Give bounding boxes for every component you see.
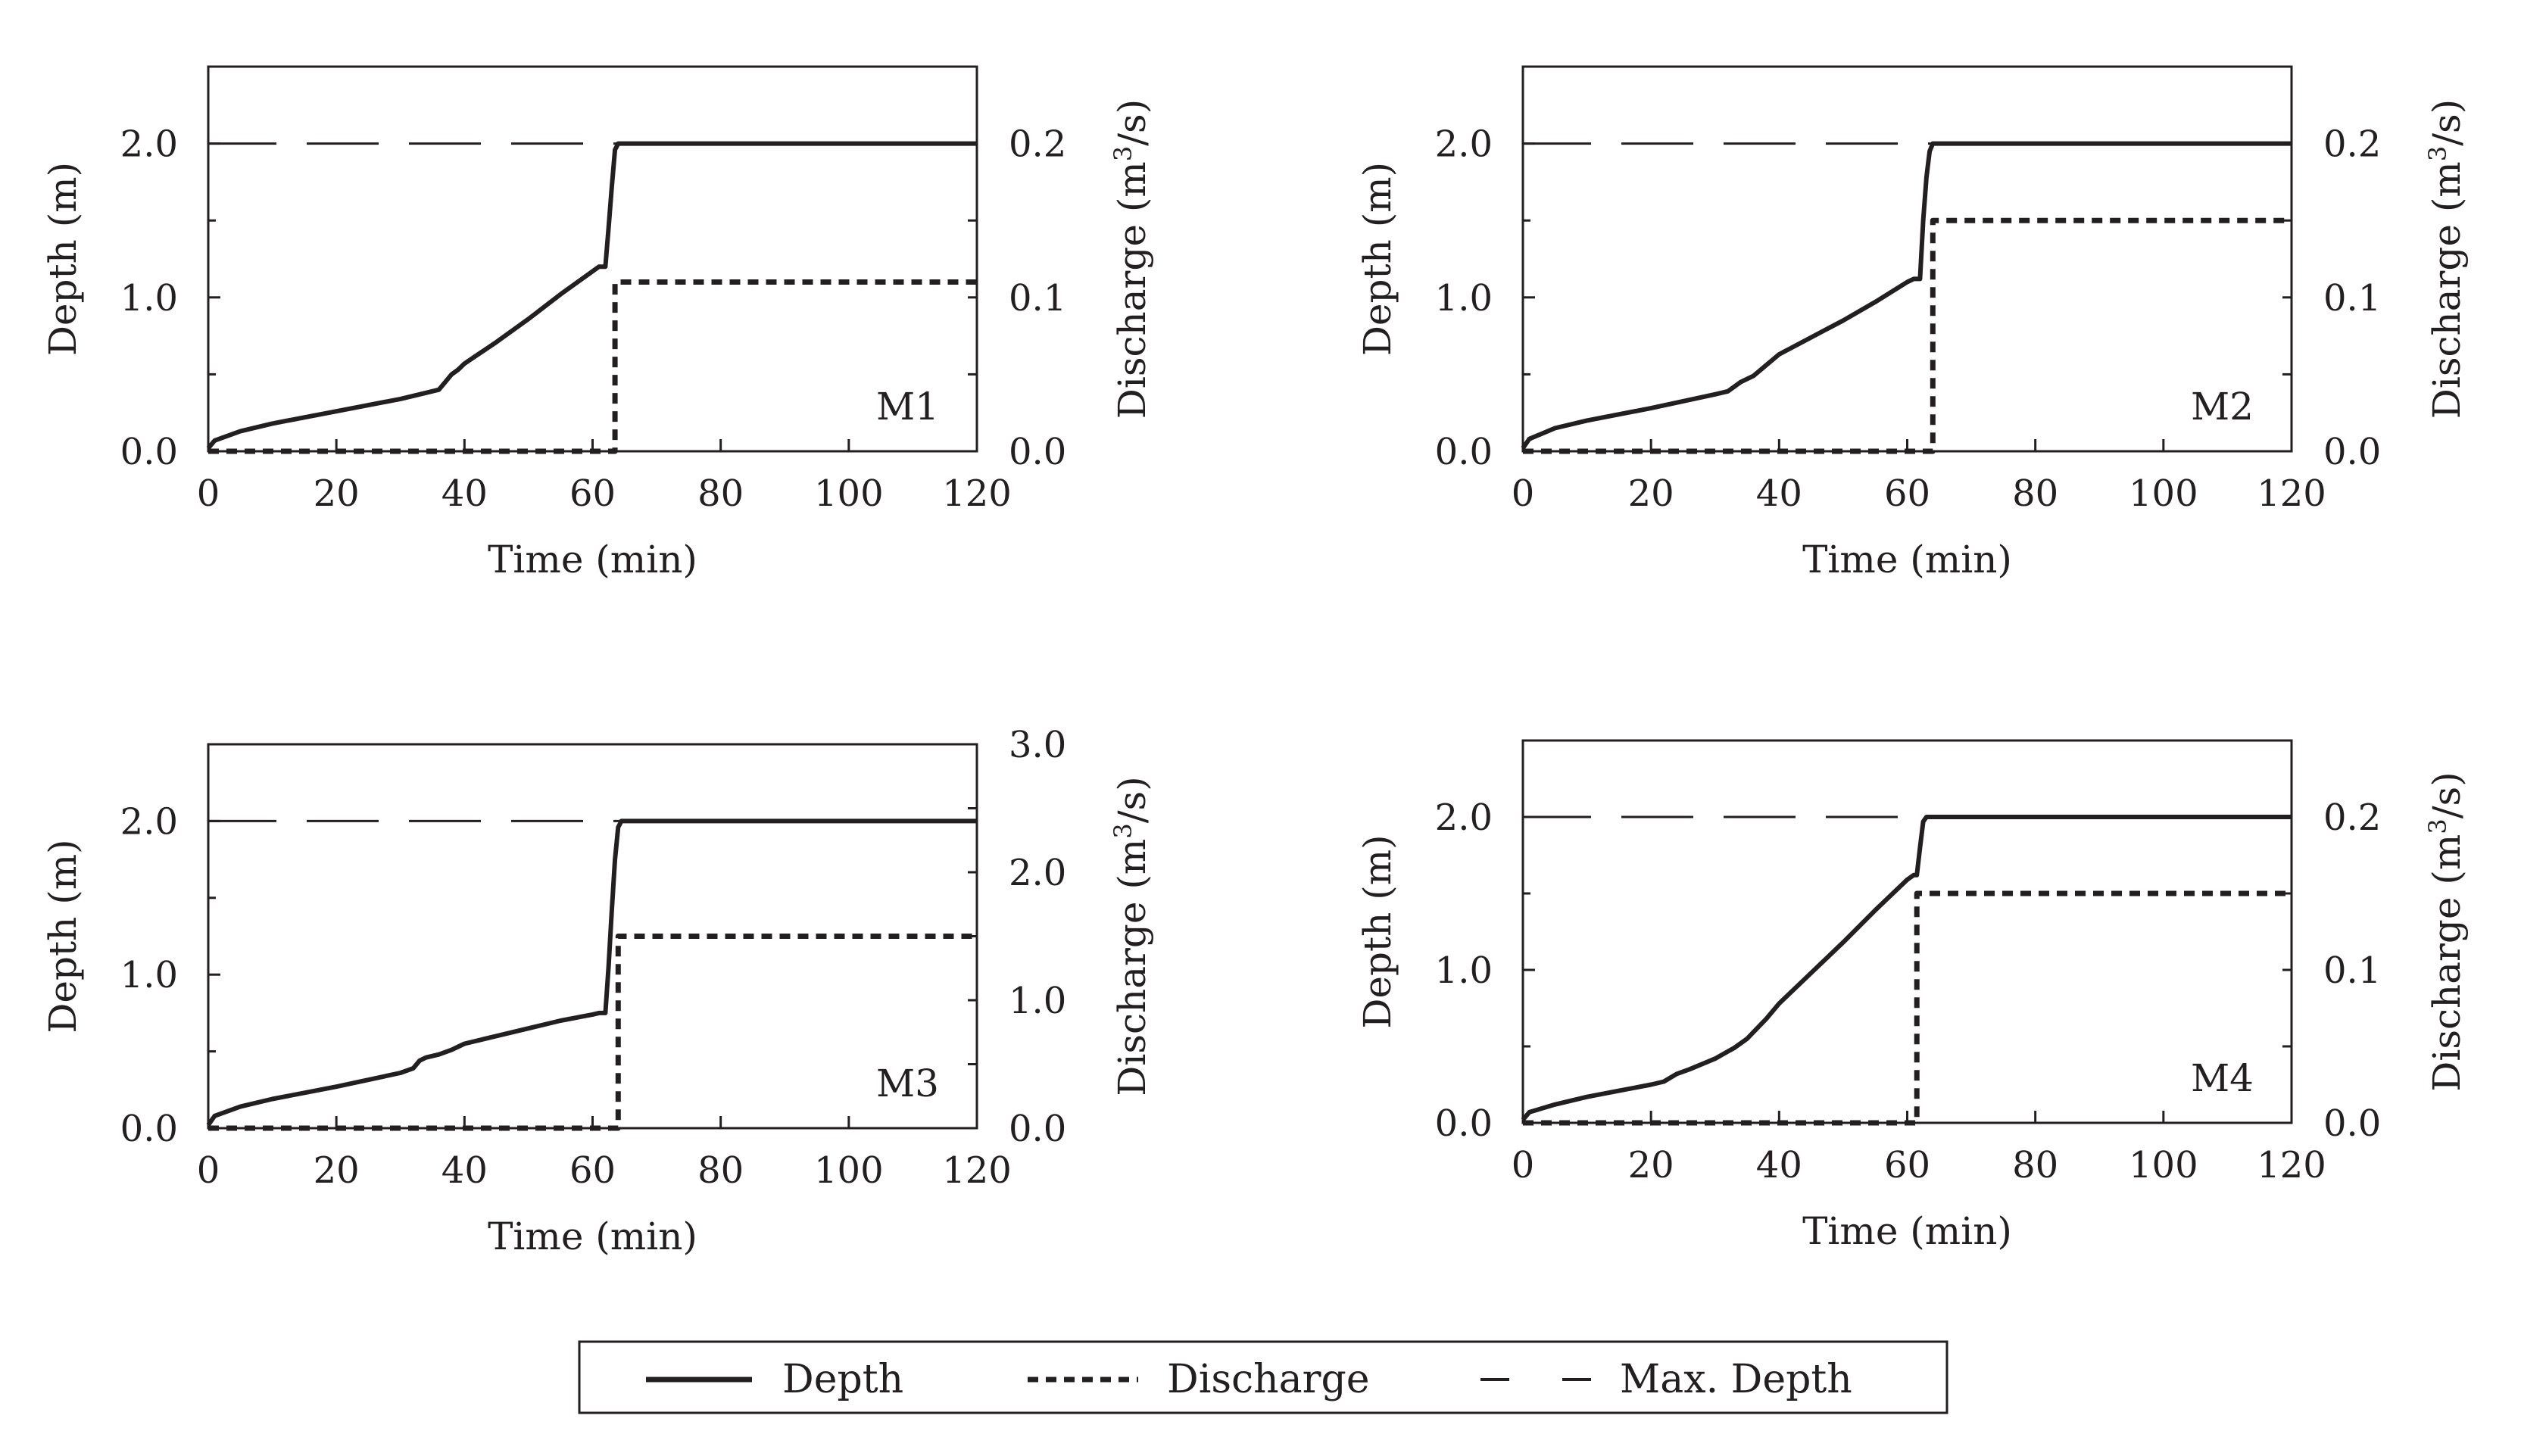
y-tick-label: 1.0 <box>1435 949 1493 992</box>
y-axis-title: Depth (m) <box>1356 834 1399 1028</box>
x-tick-label: 100 <box>814 472 884 515</box>
y-tick-label: 0.0 <box>1435 1102 1493 1145</box>
y2-tick-label: 0.0 <box>1009 1108 1066 1150</box>
legend-maxdepth-label: Max. Depth <box>1620 1357 1852 1402</box>
y2-tick-label: 1.0 <box>1009 980 1066 1022</box>
x-axis-title: Time (min) <box>488 538 697 581</box>
panel-label: M1 <box>876 385 939 429</box>
y-tick-label: 2.0 <box>1435 797 1493 839</box>
x-tick-label: 20 <box>1628 472 1674 515</box>
y2-tick-label: 2.0 <box>1009 852 1066 894</box>
y2-tick-label: 0.1 <box>2323 949 2381 992</box>
y2-tick-label: 3.0 <box>1009 724 1066 766</box>
y2-axis-title-sup: 3 <box>1109 146 1137 161</box>
x-axis-title: Time (min) <box>1802 538 2012 581</box>
y2-tick-label: 0.2 <box>2323 797 2381 839</box>
x-tick-label: 60 <box>569 1149 616 1192</box>
y2-axis-title-prefix: Discharge (m <box>1110 839 1154 1096</box>
x-tick-label: 0 <box>197 472 220 515</box>
x-tick-label: 0 <box>1512 472 1535 515</box>
y-tick-label: 1.0 <box>120 277 178 320</box>
x-tick-label: 120 <box>942 1149 1012 1192</box>
x-tick-label: 20 <box>1628 1144 1674 1186</box>
x-axis-title: Time (min) <box>488 1214 697 1258</box>
x-tick-label: 0 <box>197 1149 220 1192</box>
y2-axis-title-prefix: Discharge (m <box>1110 161 1154 419</box>
y-tick-label: 0.0 <box>120 1108 178 1150</box>
x-tick-label: 60 <box>1884 472 1930 515</box>
panel-label: M4 <box>2191 1056 2254 1100</box>
y2-tick-label: 0.0 <box>2323 431 2381 473</box>
y2-axis-title-suffix: /s) <box>1110 776 1154 823</box>
y-tick-label: 2.0 <box>120 123 178 166</box>
y-tick-label: 1.0 <box>120 954 178 996</box>
y-axis-title: Depth (m) <box>41 162 85 356</box>
y2-tick-label: 0.1 <box>1009 277 1066 320</box>
y-axis-title: Depth (m) <box>1356 162 1399 356</box>
x-tick-label: 80 <box>2012 1144 2058 1186</box>
x-tick-label: 100 <box>2129 1144 2198 1186</box>
legend: Depth Discharge Max. Depth <box>578 1340 1948 1414</box>
x-tick-label: 0 <box>1512 1144 1535 1186</box>
x-tick-label: 40 <box>1756 1144 1802 1186</box>
panel-label: M2 <box>2191 385 2254 429</box>
x-tick-label: 80 <box>697 472 744 515</box>
x-tick-label: 120 <box>2257 1144 2326 1186</box>
x-tick-label: 20 <box>314 472 360 515</box>
x-axis-title: Time (min) <box>1802 1209 2012 1253</box>
legend-depth-label: Depth <box>782 1357 903 1402</box>
y2-axis-title: Discharge (m3/s) <box>2423 772 2469 1091</box>
y2-axis-title: Discharge (m3/s) <box>1109 99 1154 419</box>
y2-axis-title-suffix: /s) <box>2425 772 2469 818</box>
y2-axis-title-prefix: Discharge (m <box>2425 161 2469 419</box>
y2-axis-title-sup: 3 <box>2423 146 2452 161</box>
y-tick-label: 2.0 <box>120 800 178 843</box>
depth-series-line <box>206 141 977 450</box>
y2-axis-title: Discharge (m3/s) <box>2423 99 2469 419</box>
x-tick-label: 120 <box>2257 472 2326 515</box>
x-tick-label: 80 <box>697 1149 744 1192</box>
depth-series-line <box>1521 141 2292 450</box>
x-tick-label: 60 <box>1884 1144 1930 1186</box>
y-tick-label: 2.0 <box>1435 123 1493 166</box>
x-tick-label: 80 <box>2012 472 2058 515</box>
y2-tick-label: 0.0 <box>2323 1102 2381 1145</box>
depth-series-line <box>1521 815 2292 1121</box>
y2-axis-title-suffix: /s) <box>1110 99 1154 146</box>
legend-discharge-label: Discharge <box>1167 1357 1370 1402</box>
x-tick-label: 20 <box>314 1149 360 1192</box>
y-tick-label: 1.0 <box>1435 277 1493 320</box>
x-tick-label: 120 <box>942 472 1012 515</box>
y2-axis-title-sup: 3 <box>2423 818 2452 834</box>
x-tick-label: 40 <box>1756 472 1802 515</box>
y2-tick-label: 0.2 <box>1009 123 1066 166</box>
x-tick-label: 100 <box>2129 472 2198 515</box>
legend-box <box>578 1340 1948 1414</box>
y2-axis-title: Discharge (m3/s) <box>1109 776 1154 1096</box>
x-tick-label: 40 <box>441 1149 488 1192</box>
y2-tick-label: 0.0 <box>1009 431 1066 473</box>
y2-tick-label: 0.1 <box>2323 277 2381 320</box>
y2-axis-title-prefix: Discharge (m <box>2425 834 2469 1092</box>
x-tick-label: 60 <box>569 472 616 515</box>
y2-tick-label: 0.2 <box>2323 123 2381 166</box>
y2-axis-title-suffix: /s) <box>2425 99 2469 146</box>
y-axis-title: Depth (m) <box>41 839 85 1033</box>
y2-axis-title-sup: 3 <box>1109 823 1137 838</box>
y-tick-label: 0.0 <box>120 431 178 473</box>
chart-panel-m3: 0 20 40 60 80 100 1200.01.02.00.01.02.03.0Time… <box>41 724 1154 1258</box>
panel-label: M3 <box>876 1062 939 1105</box>
x-tick-label: 100 <box>814 1149 884 1192</box>
y-tick-label: 0.0 <box>1435 431 1493 473</box>
depth-series-line <box>206 818 977 1127</box>
x-tick-label: 40 <box>441 472 488 515</box>
